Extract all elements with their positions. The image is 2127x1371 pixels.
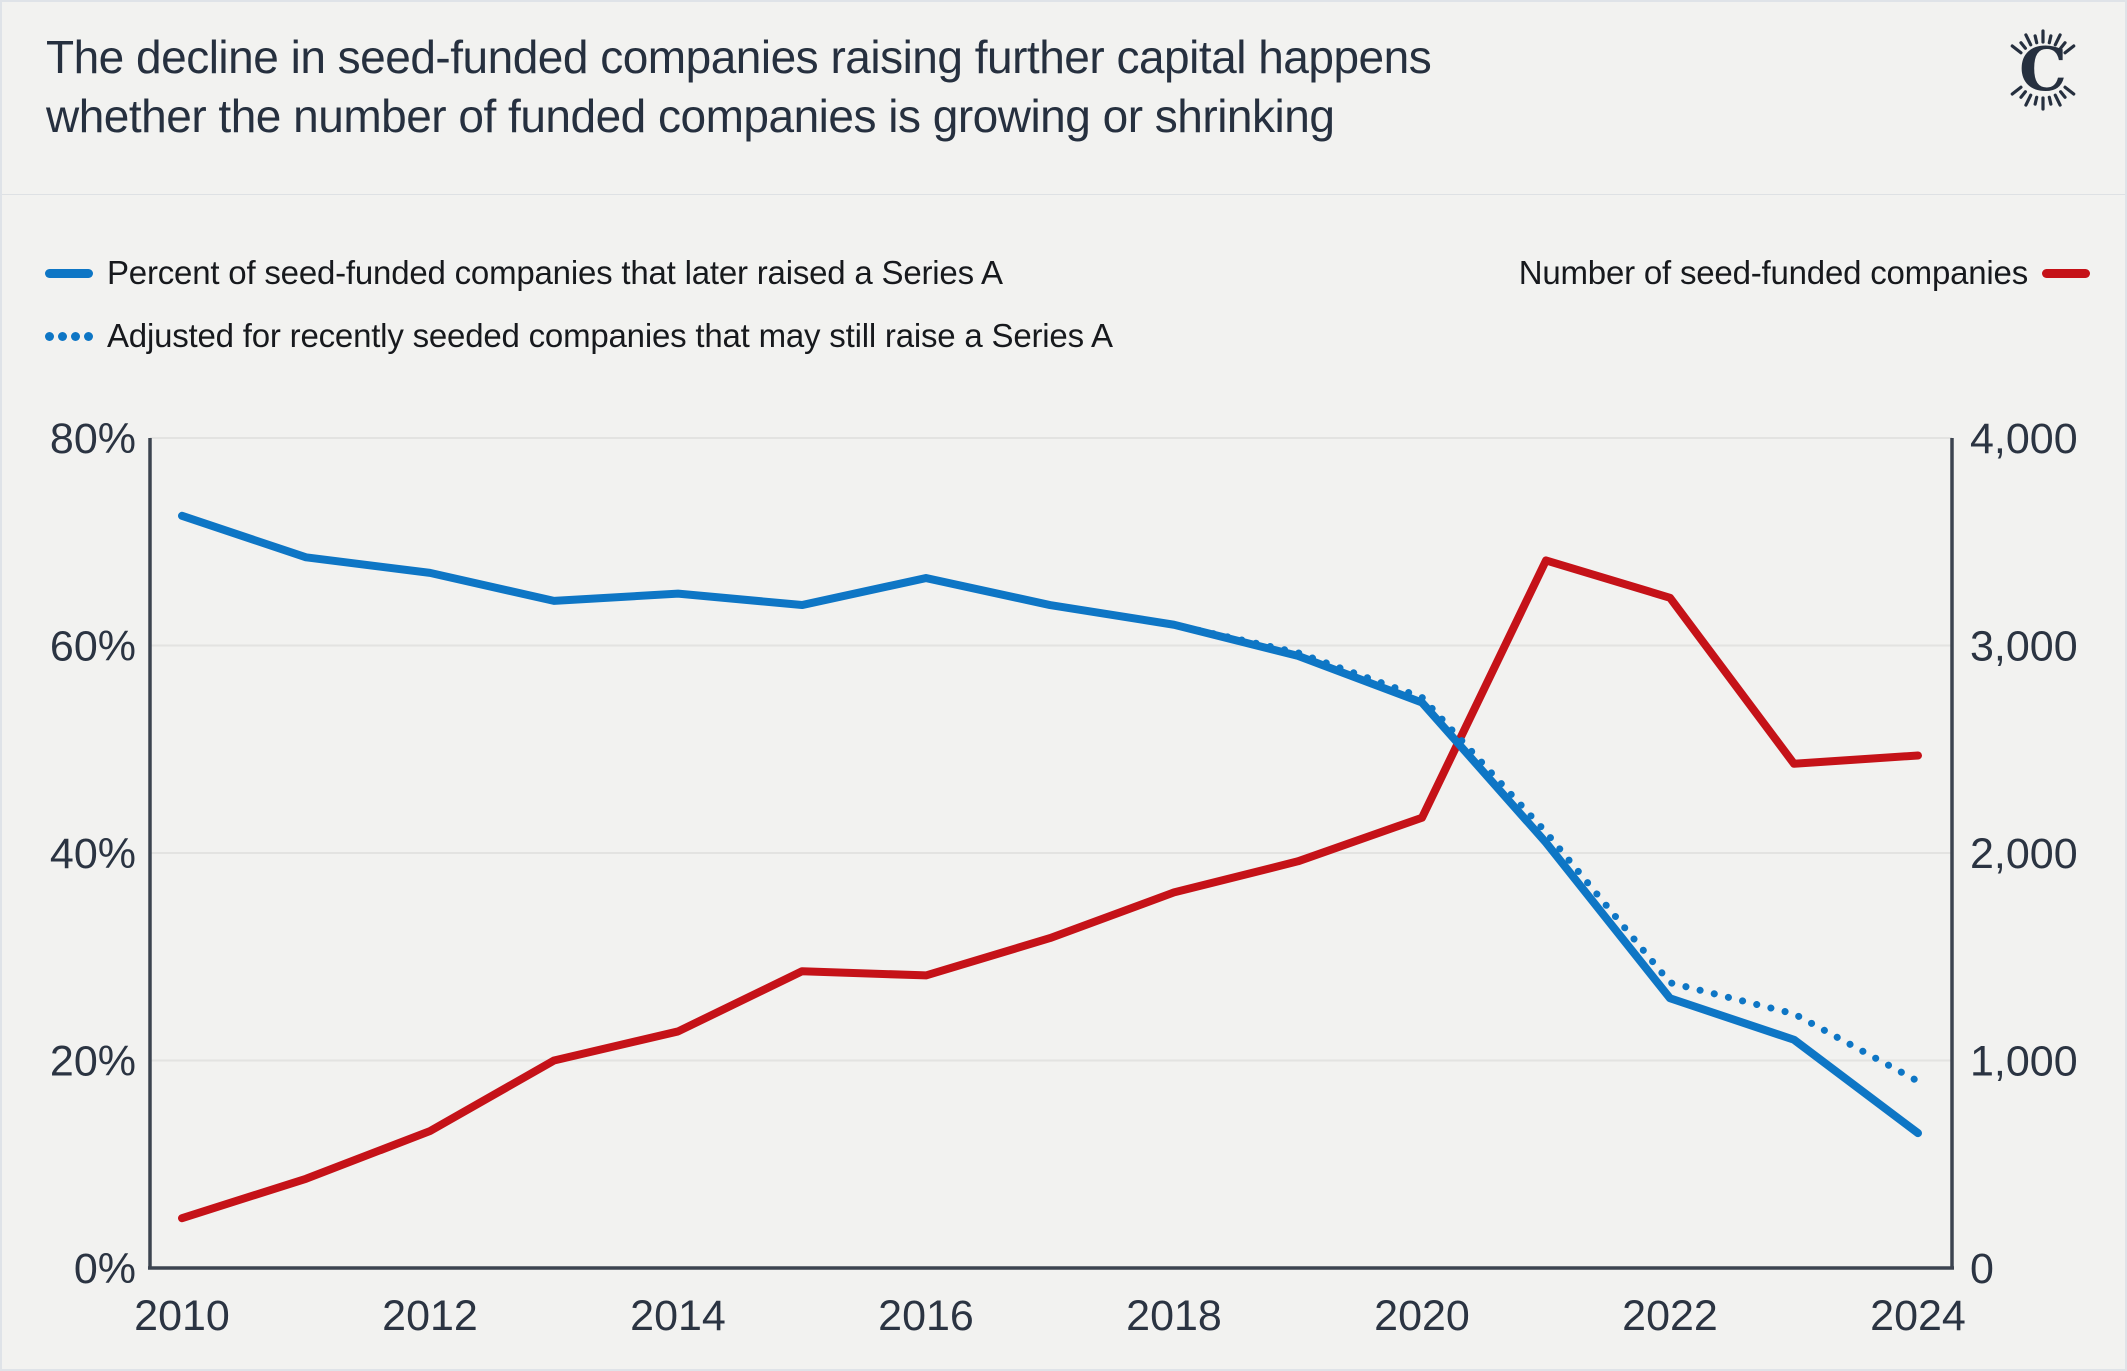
logo-ray [2063, 44, 2076, 55]
legend-label-count: Number of seed-funded companies [1518, 254, 2028, 291]
x-axis-tick-label: 2014 [630, 1292, 726, 1340]
chart-title-line1: The decline in seed-funded companies rai… [46, 31, 1432, 83]
logo-ray [2053, 93, 2062, 107]
logo-ray [2010, 44, 2023, 55]
logo-ray [2033, 34, 2039, 45]
chart-header: The decline in seed-funded companies rai… [2, 2, 2125, 195]
legend-item-percent: Percent of seed-funded companies that la… [45, 254, 1003, 292]
logo-ray [2010, 85, 2023, 96]
legend-item-count: Number of seed-funded companies [1519, 254, 2090, 292]
right-axis-tick-label: 2,000 [1970, 830, 2078, 878]
series-adjusted-dotted [178, 512, 1922, 1085]
x-axis-tick-label: 2012 [382, 1292, 478, 1340]
left-axis-tick-label: 60% [50, 623, 136, 671]
legend-label-percent: Percent of seed-funded companies that la… [107, 254, 1003, 291]
logo-ray [2024, 33, 2033, 47]
x-axis-tick-label: 2020 [1374, 1292, 1470, 1340]
logo-ray [2024, 93, 2033, 107]
right-axis-tick-label: 0 [1970, 1245, 1994, 1293]
red-solid-line-swatch-icon [2042, 268, 2090, 278]
logo-ray [2019, 41, 2027, 50]
carta-sun-logo-icon: C [2010, 29, 2076, 111]
blue-solid-line-swatch-icon [45, 268, 93, 278]
x-axis-tick-label: 2018 [1126, 1292, 1222, 1340]
left-axis-tick-label: 40% [50, 830, 136, 878]
x-axis-tick-label: 2022 [1622, 1292, 1718, 1340]
logo-ray [2047, 34, 2053, 45]
left-axis-tick-label: 0% [74, 1245, 136, 1293]
logo-ray [2047, 95, 2053, 106]
series-seed-count [178, 556, 1922, 1223]
x-axis-tick-label: 2010 [134, 1292, 230, 1340]
chart-title: The decline in seed-funded companies rai… [46, 28, 1432, 146]
x-axis-tick-label: 2016 [878, 1292, 974, 1340]
logo-ray [2053, 33, 2062, 47]
blue-dotted-line-swatch-icon [45, 331, 93, 341]
logo-ray [2059, 41, 2067, 50]
right-axis-tick-label: 4,000 [1970, 415, 2078, 463]
right-axis-tick-label: 1,000 [1970, 1038, 2078, 1086]
x-axis-tick-label: 2024 [1870, 1292, 1966, 1340]
logo-ray [2063, 85, 2076, 96]
logo-ray [2059, 90, 2067, 99]
logo-monogram: C [2019, 35, 2067, 105]
logo-ray [2019, 90, 2027, 99]
right-axis-tick-label: 3,000 [1970, 623, 2078, 671]
series-series-a-percent [178, 511, 1922, 1138]
left-axis-tick-label: 80% [50, 415, 136, 463]
logo-ray [2033, 95, 2039, 106]
chart-title-line2: whether the number of funded companies i… [46, 90, 1335, 142]
legend-label-adjusted: Adjusted for recently seeded companies t… [107, 317, 1113, 354]
left-axis-tick-label: 20% [50, 1038, 136, 1086]
legend-item-adjusted: Adjusted for recently seeded companies t… [45, 317, 1113, 355]
